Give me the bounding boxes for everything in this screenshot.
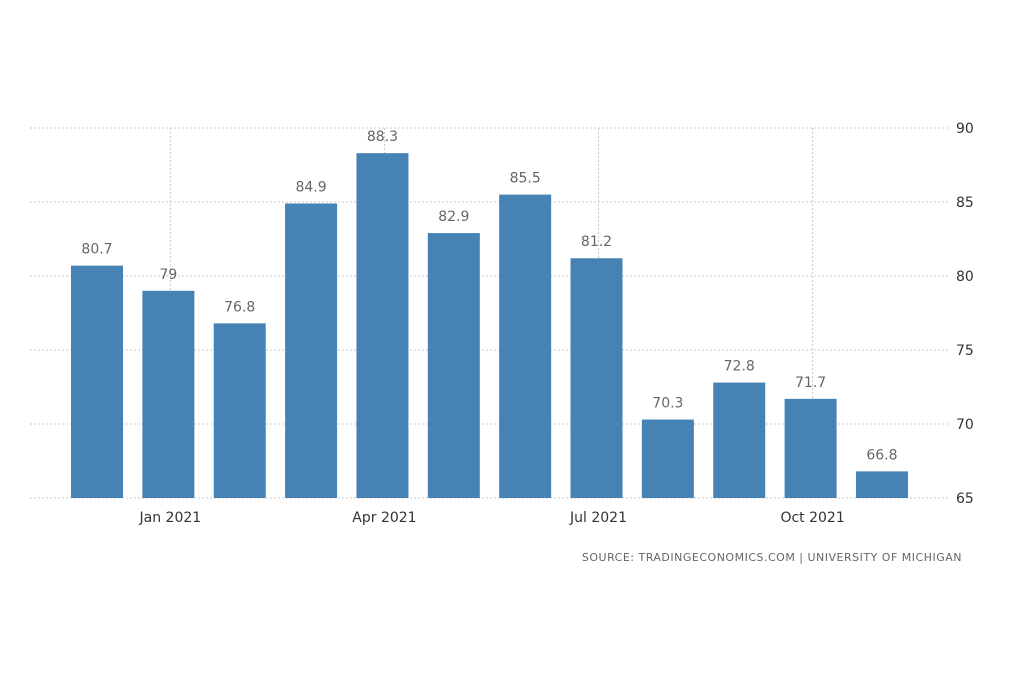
bar [713, 382, 766, 498]
data-label: 85.5 [510, 171, 541, 187]
data-label: 84.9 [295, 179, 326, 195]
bars [71, 153, 908, 499]
bar [784, 398, 837, 498]
y-tick-label: 65 [956, 491, 974, 507]
bar [356, 153, 409, 498]
bar [427, 233, 480, 498]
y-axis: 90 85 80 75 70 65 [956, 121, 974, 507]
bar [855, 471, 908, 498]
bar [142, 290, 195, 498]
data-label: 79 [159, 267, 177, 283]
x-axis: Jan 2021 Apr 2021 Jul 2021 Oct 2021 [139, 510, 845, 526]
bar [285, 203, 338, 499]
x-tick-label: Jul 2021 [569, 510, 627, 526]
source-note: SOURCE: TRADINGECONOMICS.COM | UNIVERSIT… [582, 551, 962, 564]
x-tick-label: Jan 2021 [139, 510, 202, 526]
bar [641, 419, 694, 498]
bar [213, 323, 266, 498]
y-tick-label: 70 [956, 417, 974, 433]
bar [499, 194, 552, 498]
x-tick-label: Oct 2021 [780, 510, 844, 526]
x-tick-label: Apr 2021 [352, 510, 416, 526]
data-label: 70.3 [652, 396, 683, 412]
data-label: 80.7 [81, 242, 112, 258]
data-label: 82.9 [438, 209, 469, 225]
y-tick-label: 80 [956, 269, 974, 285]
y-tick-label: 75 [956, 343, 974, 359]
data-label: 81.2 [581, 234, 612, 250]
data-label: 66.8 [866, 447, 897, 463]
y-tick-label: 90 [956, 121, 974, 137]
data-label: 72.8 [724, 359, 755, 375]
bar [71, 265, 123, 498]
data-labels: 80.7 79 76.8 84.9 88.3 82.9 85.5 81.2 70.3 72.8 71… [81, 129, 897, 463]
data-label: 88.3 [367, 129, 398, 145]
y-tick-label: 85 [956, 195, 974, 211]
data-label: 76.8 [224, 299, 255, 315]
bar [570, 258, 623, 498]
data-label: 71.7 [795, 375, 826, 391]
